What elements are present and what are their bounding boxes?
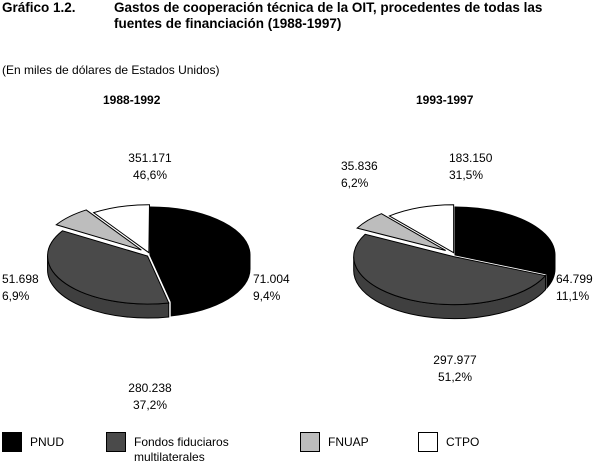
slice-fnuap bbox=[55, 209, 142, 251]
label-fondos-percent: 37,2% bbox=[133, 398, 167, 412]
pie-chart-1: 351.171 46,6% 280.238 37,2% 51.698 6,9% 71.004… bbox=[2, 151, 290, 412]
label-pnud-value: 351.171 bbox=[128, 151, 172, 165]
label-pnud-percent: 31,5% bbox=[449, 168, 483, 182]
label-fnuap-percent: 6,2% bbox=[341, 176, 369, 190]
label-fnuap-value: 51.698 bbox=[2, 272, 39, 286]
chart-1-title: 1988-1992 bbox=[103, 93, 161, 107]
label-ctpo-percent: 11,1% bbox=[556, 289, 589, 303]
label-fnuap-percent: 6,9% bbox=[2, 289, 30, 303]
pie-charts: 351.171 46,6% 280.238 37,2% 51.698 6,9% 71.004… bbox=[2, 151, 593, 412]
figure-label: Gráfico 1.2. bbox=[2, 0, 76, 15]
slice-fnuap bbox=[356, 213, 446, 251]
label-fnuap-value: 35.836 bbox=[341, 159, 378, 173]
legend-label-pnud: PNUD bbox=[30, 435, 65, 449]
label-ctpo-value: 71.004 bbox=[253, 272, 290, 286]
slice-fondos bbox=[47, 230, 170, 305]
slice-ctpo bbox=[388, 204, 455, 254]
figure-title: Gastos de cooperación técnica de la OIT,… bbox=[114, 0, 543, 31]
slice-ctpo bbox=[92, 204, 150, 254]
legend-label-ctpo: CTPO bbox=[446, 435, 480, 449]
pie-chart-2: 183.150 31,5% 297.977 51,2% 35.836 6,2% 64.799… bbox=[341, 151, 593, 384]
slice-fondos bbox=[353, 233, 547, 306]
label-pnud-percent: 46,6% bbox=[133, 168, 167, 182]
legend-swatch-ctpo bbox=[418, 432, 438, 452]
legend: PNUD Fondos fiduciaros multilaterales FN… bbox=[0, 432, 594, 467]
label-fondos-value: 297.977 bbox=[433, 353, 477, 367]
slice-pnud bbox=[149, 206, 251, 303]
label-fondos-value: 280.238 bbox=[128, 381, 172, 395]
legend-label-fnuap: FNUAP bbox=[328, 435, 369, 449]
legend-swatch-fondos bbox=[106, 432, 126, 452]
label-ctpo-value: 64.799 bbox=[556, 272, 593, 286]
legend-label-fondos: Fondos fiduciaros multilaterales bbox=[134, 435, 229, 464]
label-fondos-percent: 51,2% bbox=[438, 370, 472, 384]
label-ctpo-percent: 9,4% bbox=[253, 289, 281, 303]
label-pnud-value: 183.150 bbox=[449, 151, 493, 165]
legend-swatch-fnuap bbox=[300, 432, 320, 452]
units-note: (En miles de dólares de Estados Unidos) bbox=[2, 63, 220, 77]
slice-pnud bbox=[454, 206, 556, 275]
legend-swatch-pnud bbox=[2, 432, 22, 452]
chart-2-title: 1993-1997 bbox=[416, 93, 474, 107]
